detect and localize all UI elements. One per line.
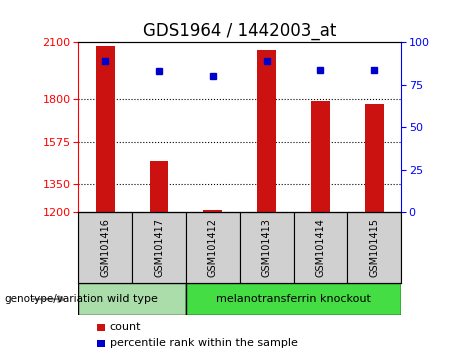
Bar: [132, 212, 186, 283]
Text: GSM101417: GSM101417: [154, 218, 164, 277]
Bar: [240, 212, 294, 283]
Text: melanotransferrin knockout: melanotransferrin knockout: [216, 294, 371, 304]
Bar: [186, 212, 240, 283]
Bar: [186, 283, 401, 315]
Bar: [347, 212, 401, 283]
Text: wild type: wild type: [106, 294, 158, 304]
Bar: [78, 283, 186, 315]
Bar: [203, 210, 222, 212]
Bar: [365, 104, 384, 212]
Bar: [150, 161, 168, 212]
Title: GDS1964 / 1442003_at: GDS1964 / 1442003_at: [143, 22, 337, 40]
Bar: [96, 46, 115, 212]
Bar: [311, 101, 330, 212]
Text: GSM101415: GSM101415: [369, 218, 379, 277]
Text: GSM101412: GSM101412: [208, 218, 218, 277]
Text: GSM101416: GSM101416: [100, 218, 110, 277]
Bar: [294, 212, 347, 283]
Text: GSM101414: GSM101414: [315, 218, 325, 277]
Bar: [257, 50, 276, 212]
Text: genotype/variation: genotype/variation: [5, 294, 104, 304]
Text: GSM101413: GSM101413: [261, 218, 272, 277]
Text: percentile rank within the sample: percentile rank within the sample: [110, 338, 298, 348]
Bar: [78, 212, 132, 283]
Text: count: count: [110, 322, 141, 332]
